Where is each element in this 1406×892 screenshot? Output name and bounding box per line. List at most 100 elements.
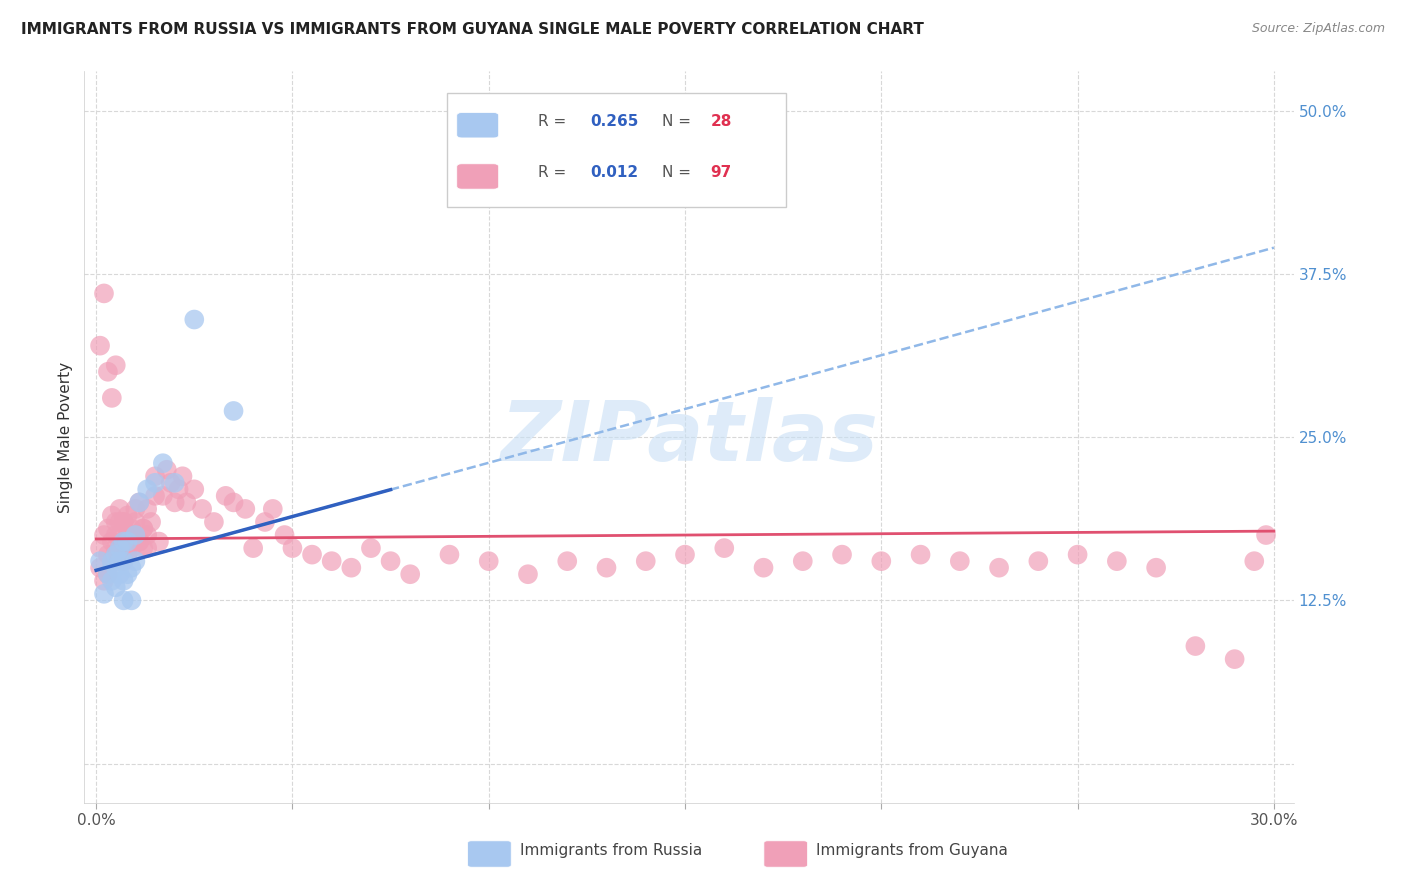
Point xyxy=(132,521,155,535)
Point xyxy=(1223,652,1246,666)
Point xyxy=(117,541,139,555)
Y-axis label: Single Male Poverty: Single Male Poverty xyxy=(58,361,73,513)
Point xyxy=(163,475,186,490)
Point xyxy=(112,534,135,549)
Point xyxy=(949,554,972,568)
Point xyxy=(988,560,1011,574)
Text: 0.265: 0.265 xyxy=(589,113,638,128)
Point xyxy=(148,534,170,549)
Point xyxy=(112,515,135,529)
Point xyxy=(262,502,284,516)
Point xyxy=(143,469,166,483)
Point xyxy=(143,489,166,503)
Point xyxy=(281,541,304,555)
Point xyxy=(93,528,115,542)
Point xyxy=(117,508,139,523)
FancyBboxPatch shape xyxy=(763,841,807,867)
Point xyxy=(101,534,124,549)
Point xyxy=(870,554,893,568)
Point xyxy=(108,567,131,582)
Point xyxy=(183,312,205,326)
Point xyxy=(97,567,120,582)
Point xyxy=(121,521,143,535)
Point xyxy=(117,528,139,542)
FancyBboxPatch shape xyxy=(447,94,786,207)
Text: Immigrants from Russia: Immigrants from Russia xyxy=(520,843,702,858)
Point xyxy=(380,554,402,568)
Point xyxy=(117,548,139,562)
Point xyxy=(97,521,120,535)
Text: 97: 97 xyxy=(710,165,733,180)
Point xyxy=(152,489,174,503)
Point xyxy=(132,541,155,555)
Point xyxy=(673,548,696,562)
Point xyxy=(121,528,143,542)
Point xyxy=(910,548,932,562)
Point xyxy=(128,495,150,509)
Point xyxy=(112,515,135,529)
Point xyxy=(1254,528,1277,542)
Point xyxy=(112,574,135,588)
Point xyxy=(831,548,853,562)
Point xyxy=(143,475,166,490)
Point xyxy=(222,495,245,509)
Point xyxy=(792,554,814,568)
Point xyxy=(273,528,295,542)
Point xyxy=(1066,548,1088,562)
Text: N =: N = xyxy=(662,165,696,180)
Point xyxy=(93,574,115,588)
Point xyxy=(128,534,150,549)
Point xyxy=(242,541,264,555)
Point xyxy=(360,541,382,555)
Point xyxy=(117,534,139,549)
Point xyxy=(104,560,127,574)
Point xyxy=(101,391,124,405)
Point xyxy=(139,515,162,529)
Point xyxy=(136,483,159,497)
Point xyxy=(340,560,363,574)
FancyBboxPatch shape xyxy=(468,841,512,867)
Point xyxy=(112,534,135,549)
Point xyxy=(752,560,775,574)
Point xyxy=(124,528,146,542)
Point xyxy=(89,554,111,568)
Point xyxy=(215,489,238,503)
Point xyxy=(121,541,143,555)
Point xyxy=(101,508,124,523)
Point xyxy=(1144,560,1167,574)
Point xyxy=(1028,554,1050,568)
Point xyxy=(128,534,150,549)
Point xyxy=(104,528,127,542)
Point xyxy=(104,580,127,594)
FancyBboxPatch shape xyxy=(457,164,499,189)
Point xyxy=(124,554,146,568)
Point xyxy=(176,495,198,509)
Point xyxy=(202,515,225,529)
Point xyxy=(183,483,205,497)
Point xyxy=(713,541,735,555)
Text: 28: 28 xyxy=(710,113,733,128)
Text: Immigrants from Guyana: Immigrants from Guyana xyxy=(815,843,1008,858)
Point xyxy=(121,560,143,574)
Point xyxy=(97,365,120,379)
Point xyxy=(478,554,501,568)
Point xyxy=(1105,554,1128,568)
Point xyxy=(108,554,131,568)
Text: Source: ZipAtlas.com: Source: ZipAtlas.com xyxy=(1251,22,1385,36)
Point xyxy=(634,554,657,568)
Point xyxy=(233,502,256,516)
Point xyxy=(101,574,124,588)
Point xyxy=(253,515,276,529)
Point xyxy=(97,567,120,582)
Point xyxy=(124,515,146,529)
Point xyxy=(1184,639,1206,653)
Point xyxy=(112,554,135,568)
Point xyxy=(156,463,179,477)
Text: N =: N = xyxy=(662,113,696,128)
Point xyxy=(301,548,323,562)
Point xyxy=(439,548,461,562)
Point xyxy=(399,567,422,582)
Point xyxy=(1243,554,1265,568)
Text: ZIPatlas: ZIPatlas xyxy=(501,397,877,477)
Point xyxy=(97,548,120,562)
